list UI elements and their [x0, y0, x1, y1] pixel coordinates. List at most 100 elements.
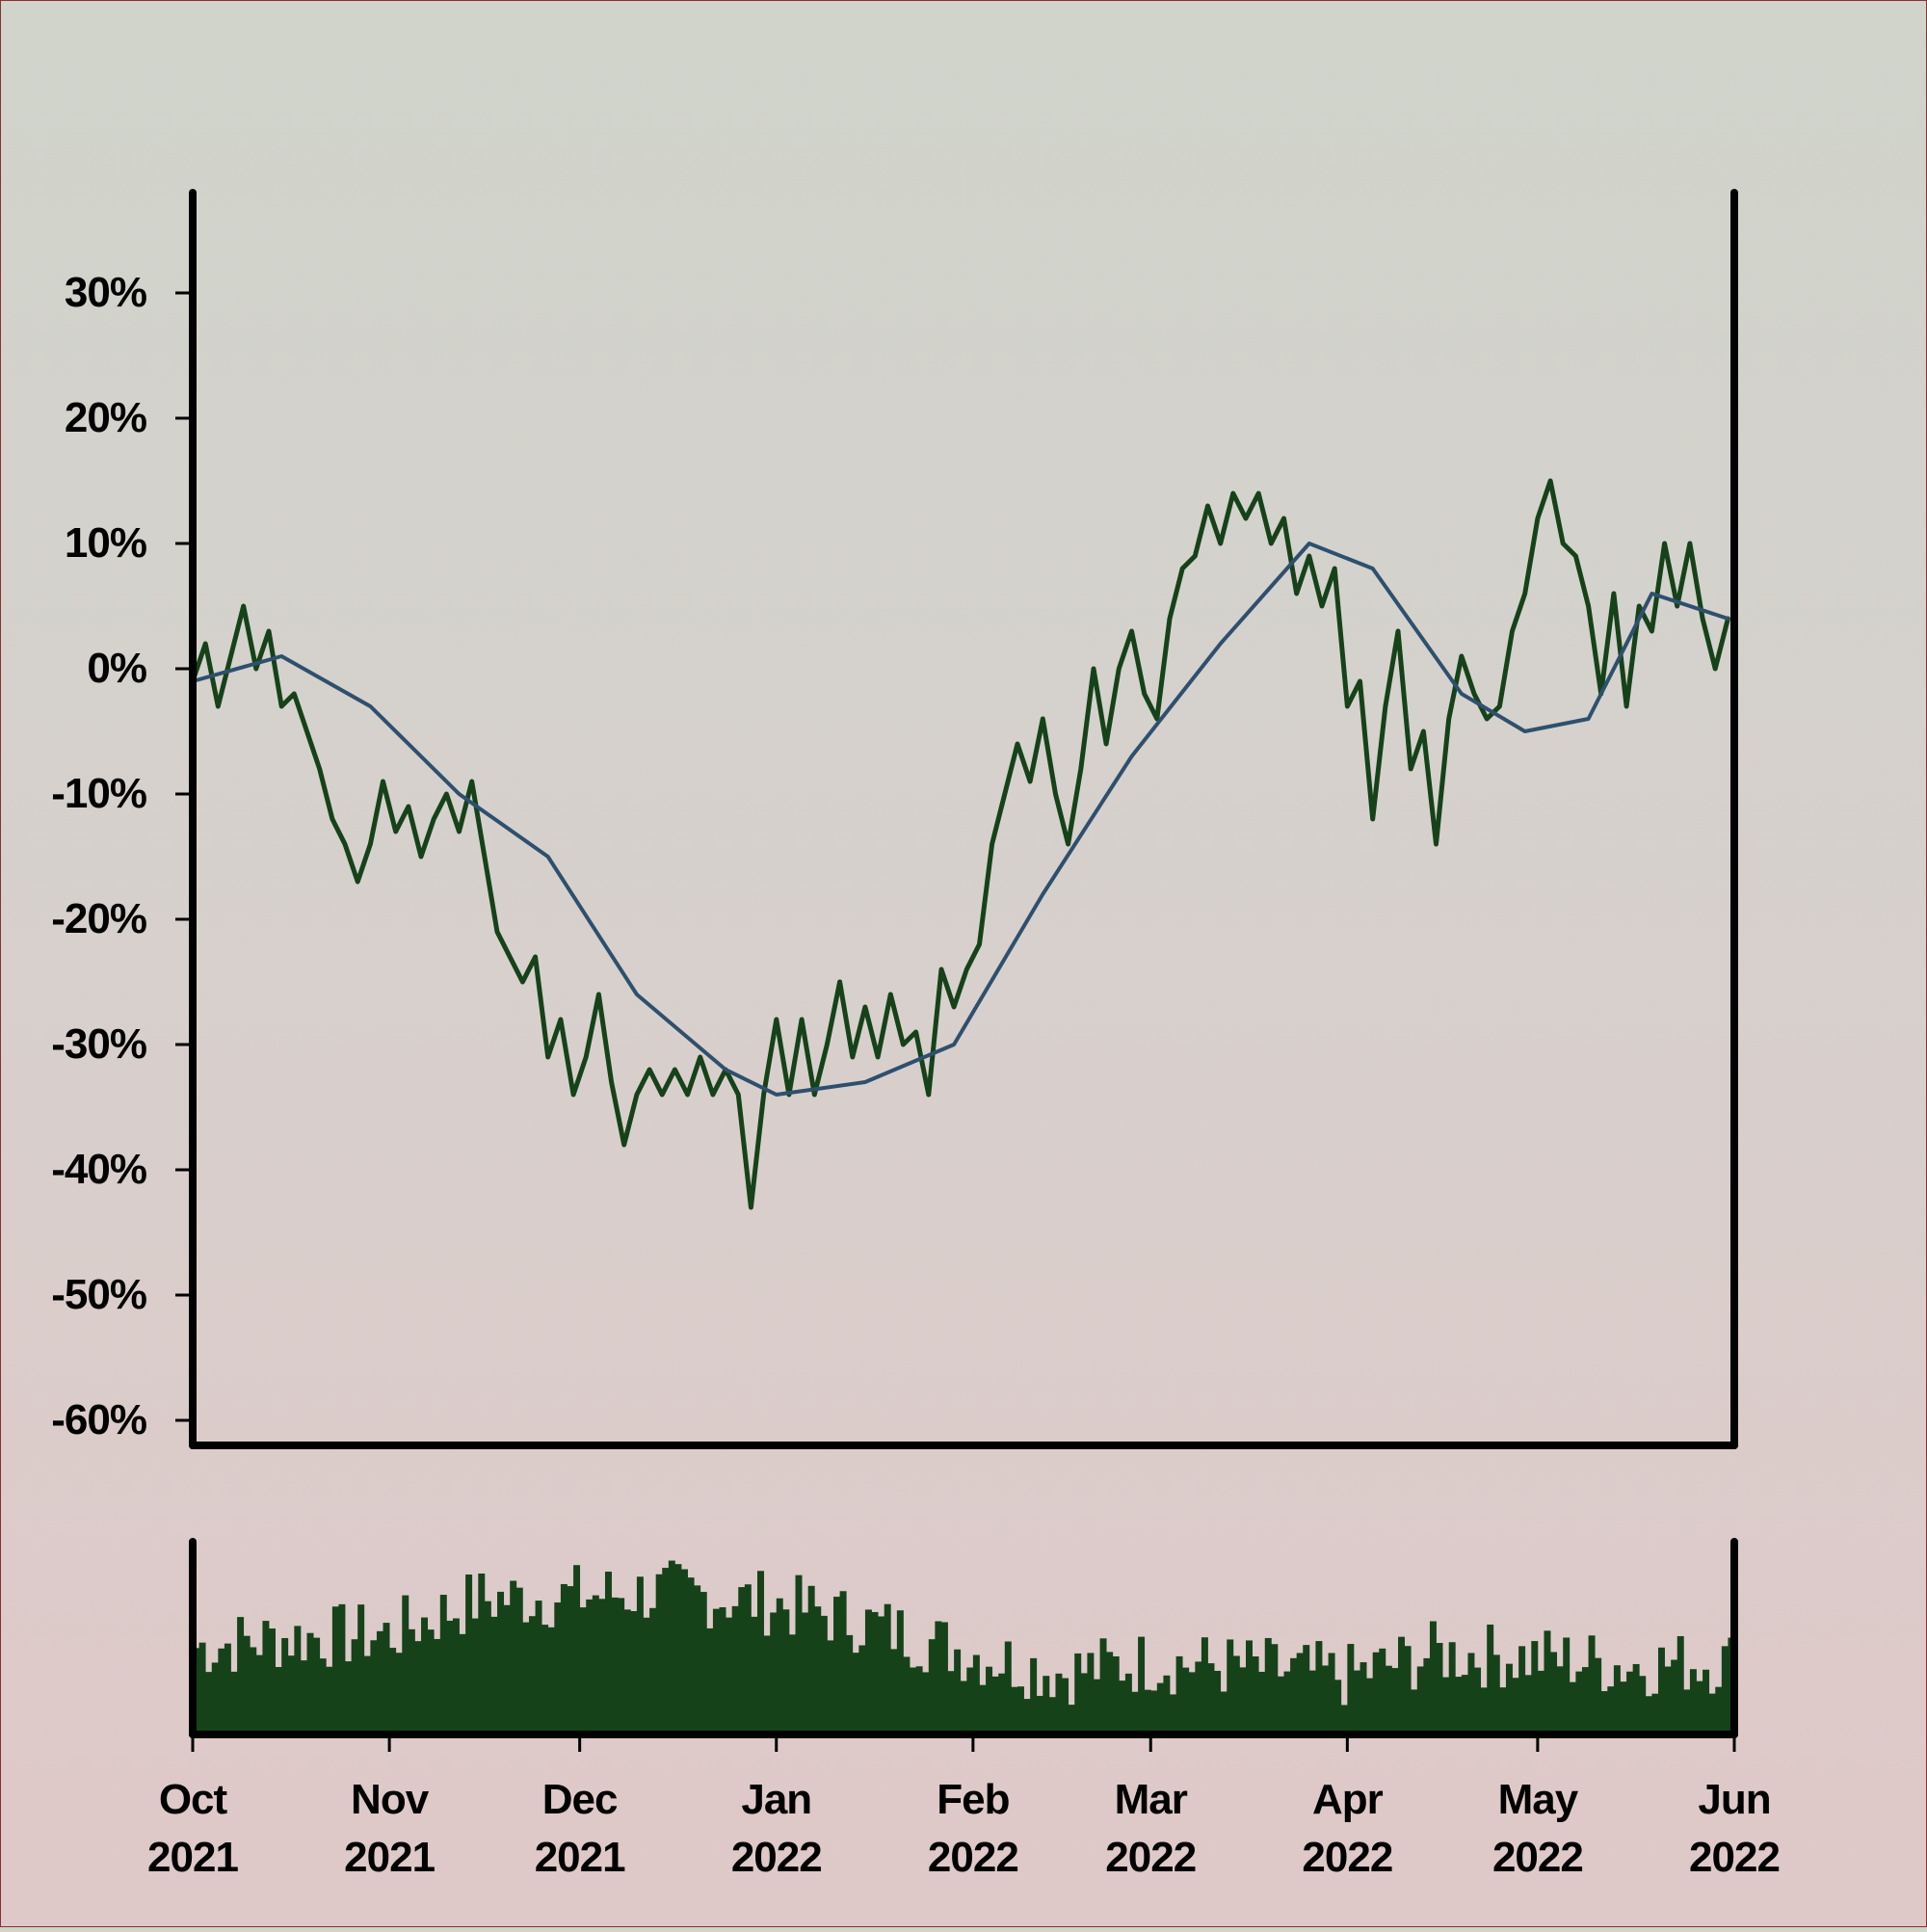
volume-bar: [1182, 1667, 1190, 1734]
volume-bar: [1461, 1675, 1468, 1734]
volume-bar: [719, 1606, 726, 1734]
volume-bar: [592, 1595, 599, 1734]
volume-bar: [1467, 1653, 1475, 1734]
volume-bar: [827, 1640, 834, 1734]
volume-bar: [1524, 1675, 1532, 1734]
volume-bar: [839, 1591, 847, 1734]
volume-bar: [884, 1603, 891, 1734]
y-tick-label: -60%: [51, 1396, 146, 1443]
volume-bar: [1195, 1661, 1202, 1734]
volume-bar: [1531, 1641, 1539, 1734]
volume-bar: [1055, 1673, 1063, 1734]
x-tick-label-year: 2022: [928, 1834, 1018, 1881]
volume-bar: [991, 1676, 999, 1734]
volume-bar: [395, 1653, 403, 1734]
volume-bar: [1588, 1635, 1596, 1734]
volume-bar: [1632, 1663, 1640, 1734]
volume-bar: [1207, 1663, 1215, 1734]
volume-bar: [427, 1629, 435, 1734]
volume-bar: [1708, 1693, 1716, 1734]
volume-bar: [1492, 1654, 1500, 1734]
volume-bar: [1448, 1642, 1456, 1734]
volume-bar: [1340, 1705, 1348, 1734]
volume-bar: [446, 1620, 454, 1734]
volume-bar: [554, 1602, 562, 1734]
volume-bar: [954, 1649, 962, 1734]
volume-bar: [1036, 1695, 1043, 1734]
volume-bar: [788, 1634, 796, 1734]
volume-bar: [389, 1648, 397, 1734]
series-line-value: [190, 478, 1730, 1210]
volume-bar: [1359, 1662, 1367, 1734]
volume-bar: [618, 1598, 625, 1734]
volume-bar: [1372, 1652, 1380, 1734]
volume-bar: [1175, 1655, 1183, 1734]
volume-bar: [1620, 1681, 1627, 1734]
volume-bar: [1715, 1686, 1723, 1734]
volume-bar: [510, 1580, 517, 1734]
volume-bar: [1347, 1644, 1355, 1734]
volume-bar: [237, 1617, 245, 1734]
volume-bar: [363, 1655, 371, 1734]
volume-bar: [439, 1595, 447, 1734]
volume-bar: [1156, 1682, 1164, 1734]
volume-bar: [1296, 1653, 1304, 1734]
volume-bar: [1093, 1679, 1100, 1734]
volume-bar: [567, 1586, 574, 1734]
volume-bar: [1474, 1667, 1482, 1734]
volume-bar: [1080, 1673, 1088, 1734]
volume-bar: [1023, 1699, 1031, 1734]
volume-bar: [1334, 1680, 1342, 1734]
volume-bar: [1398, 1636, 1406, 1734]
volume-bar: [1074, 1653, 1082, 1734]
volume-bar: [1068, 1705, 1075, 1734]
volume-bar: [1252, 1656, 1259, 1734]
volume-bar: [623, 1609, 631, 1734]
volume-bar: [655, 1574, 663, 1734]
volume-bar: [1639, 1676, 1647, 1734]
series-line-moving-average: [191, 542, 1730, 1097]
volume-bar: [1442, 1677, 1450, 1734]
x-tick-label-month: Feb: [937, 1776, 1009, 1823]
volume-bar: [643, 1617, 650, 1734]
volume-bar: [910, 1667, 917, 1734]
volume-bar: [1264, 1637, 1272, 1734]
x-tick-label-year: 2021: [147, 1834, 238, 1881]
volume-bar: [211, 1662, 219, 1734]
volume-bar: [846, 1634, 854, 1734]
x-tick-label-year: 2022: [1302, 1834, 1392, 1881]
volume-bar: [1119, 1681, 1126, 1734]
volume-bar: [833, 1597, 840, 1734]
x-tick-label-month: Apr: [1312, 1776, 1384, 1823]
volume-bar: [1131, 1691, 1139, 1734]
volume-bar: [1099, 1638, 1107, 1734]
volume-bar: [662, 1568, 670, 1734]
volume-bar: [611, 1597, 619, 1734]
x-tick-label-month: Dec: [542, 1776, 618, 1823]
volume-bar: [230, 1671, 238, 1734]
volume-bar: [250, 1647, 257, 1734]
volume-bar: [326, 1666, 333, 1734]
volume-bar: [1043, 1676, 1050, 1734]
volume-bar: [649, 1607, 657, 1734]
y-tick-label: -30%: [51, 1020, 146, 1068]
y-tick-label: 0%: [87, 645, 146, 692]
volume-bar: [1689, 1669, 1697, 1734]
volume-bar: [922, 1672, 930, 1734]
volume-bar: [1480, 1687, 1488, 1734]
volume-bar: [890, 1649, 898, 1734]
volume-bar: [383, 1623, 390, 1734]
volume-bar: [1423, 1657, 1431, 1734]
volume-bar: [370, 1640, 378, 1734]
volume-bar: [1366, 1678, 1374, 1734]
volume-bar: [1544, 1630, 1551, 1734]
volume-bar: [497, 1591, 505, 1734]
y-tick-label: -50%: [51, 1271, 146, 1318]
x-tick-label-year: 2022: [1689, 1834, 1780, 1881]
volume-bar: [306, 1632, 314, 1734]
volume-bar: [528, 1616, 536, 1734]
volume-bar: [560, 1583, 568, 1734]
volume-bar: [966, 1667, 974, 1734]
volume-bar: [1455, 1677, 1463, 1734]
